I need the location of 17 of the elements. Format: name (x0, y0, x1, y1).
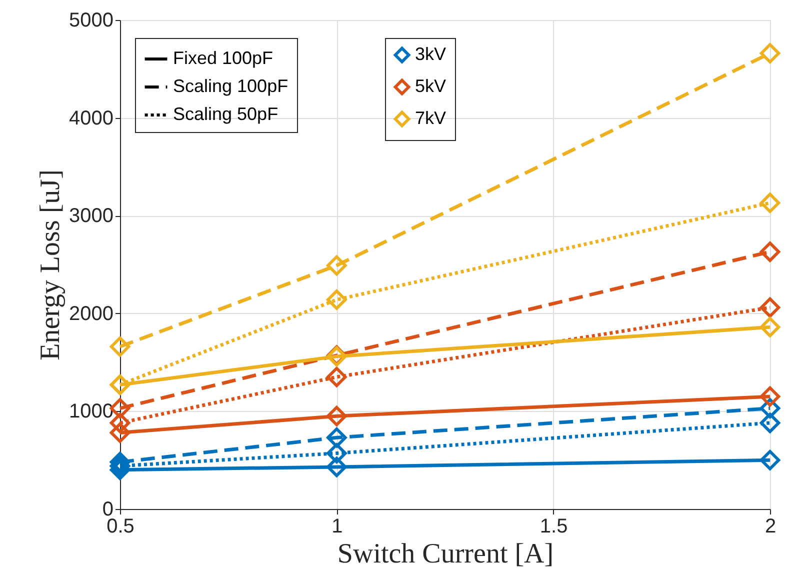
x-tick-label: 0.5 (106, 516, 134, 538)
y-tick-label: 4000 (69, 107, 114, 130)
legend-label: 3kV (415, 44, 446, 64)
y-tick-label: 1000 (69, 400, 114, 423)
x-tick-label: 1 (332, 516, 343, 538)
x-axis-title: Switch Current [A] (337, 538, 554, 570)
legend-label: 5kV (415, 76, 446, 96)
y-tick-label: 5000 (69, 10, 114, 32)
legend-label: 7kV (415, 108, 446, 128)
legend-label: Scaling 50pF (173, 104, 278, 124)
y-axis-title: Energy Loss [uJ] (35, 170, 66, 360)
y-tick-label: 3000 (69, 205, 114, 228)
legend-label: Scaling 100pF (173, 76, 288, 96)
x-tick-label: 2 (764, 516, 776, 538)
x-tick-label: 1.5 (540, 516, 568, 538)
y-tick-label: 2000 (69, 302, 114, 325)
legend-label: Fixed 100pF (173, 48, 274, 68)
